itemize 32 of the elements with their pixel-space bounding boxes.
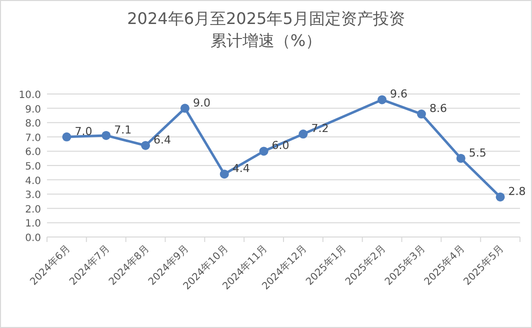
point bbox=[298, 130, 308, 139]
y-tick-label: 6.0 bbox=[25, 147, 41, 158]
y-tick-label: 7.0 bbox=[25, 132, 41, 144]
point bbox=[496, 192, 505, 202]
point bbox=[456, 154, 466, 163]
point bbox=[62, 132, 72, 142]
y-tick-label: 10.0 bbox=[18, 90, 41, 101]
point bbox=[416, 110, 426, 119]
point bbox=[259, 146, 268, 156]
data-label: 9.6 bbox=[390, 88, 408, 101]
data-label: 7.0 bbox=[74, 124, 92, 138]
data-label: 4.4 bbox=[232, 162, 250, 176]
y-tick-label: 9.0 bbox=[25, 104, 41, 116]
y-tick-label: 2.0 bbox=[25, 204, 41, 216]
chart-title: 2024年6月至2025年5月固定资产投资累计增速（%） bbox=[127, 9, 405, 50]
point bbox=[102, 130, 111, 140]
data-label: 5.5 bbox=[468, 146, 486, 160]
y-tick-label: 3.0 bbox=[25, 190, 41, 202]
data-label: 7.1 bbox=[114, 123, 132, 136]
data-label: 2.8 bbox=[508, 184, 526, 198]
point bbox=[220, 170, 229, 179]
data-label: 8.6 bbox=[429, 102, 447, 116]
y-tick-label: 4.0 bbox=[25, 176, 41, 187]
point bbox=[141, 140, 150, 150]
point bbox=[180, 104, 190, 113]
point bbox=[378, 95, 387, 104]
y-tick-label: 8.0 bbox=[25, 118, 41, 130]
y-tick-label: 1.0 bbox=[25, 218, 41, 230]
data-label: 6.4 bbox=[154, 133, 172, 146]
data-label: 9.0 bbox=[192, 96, 210, 110]
y-tick-label: 5.0 bbox=[25, 162, 41, 172]
y-tick-label: 0.0 bbox=[25, 233, 41, 244]
